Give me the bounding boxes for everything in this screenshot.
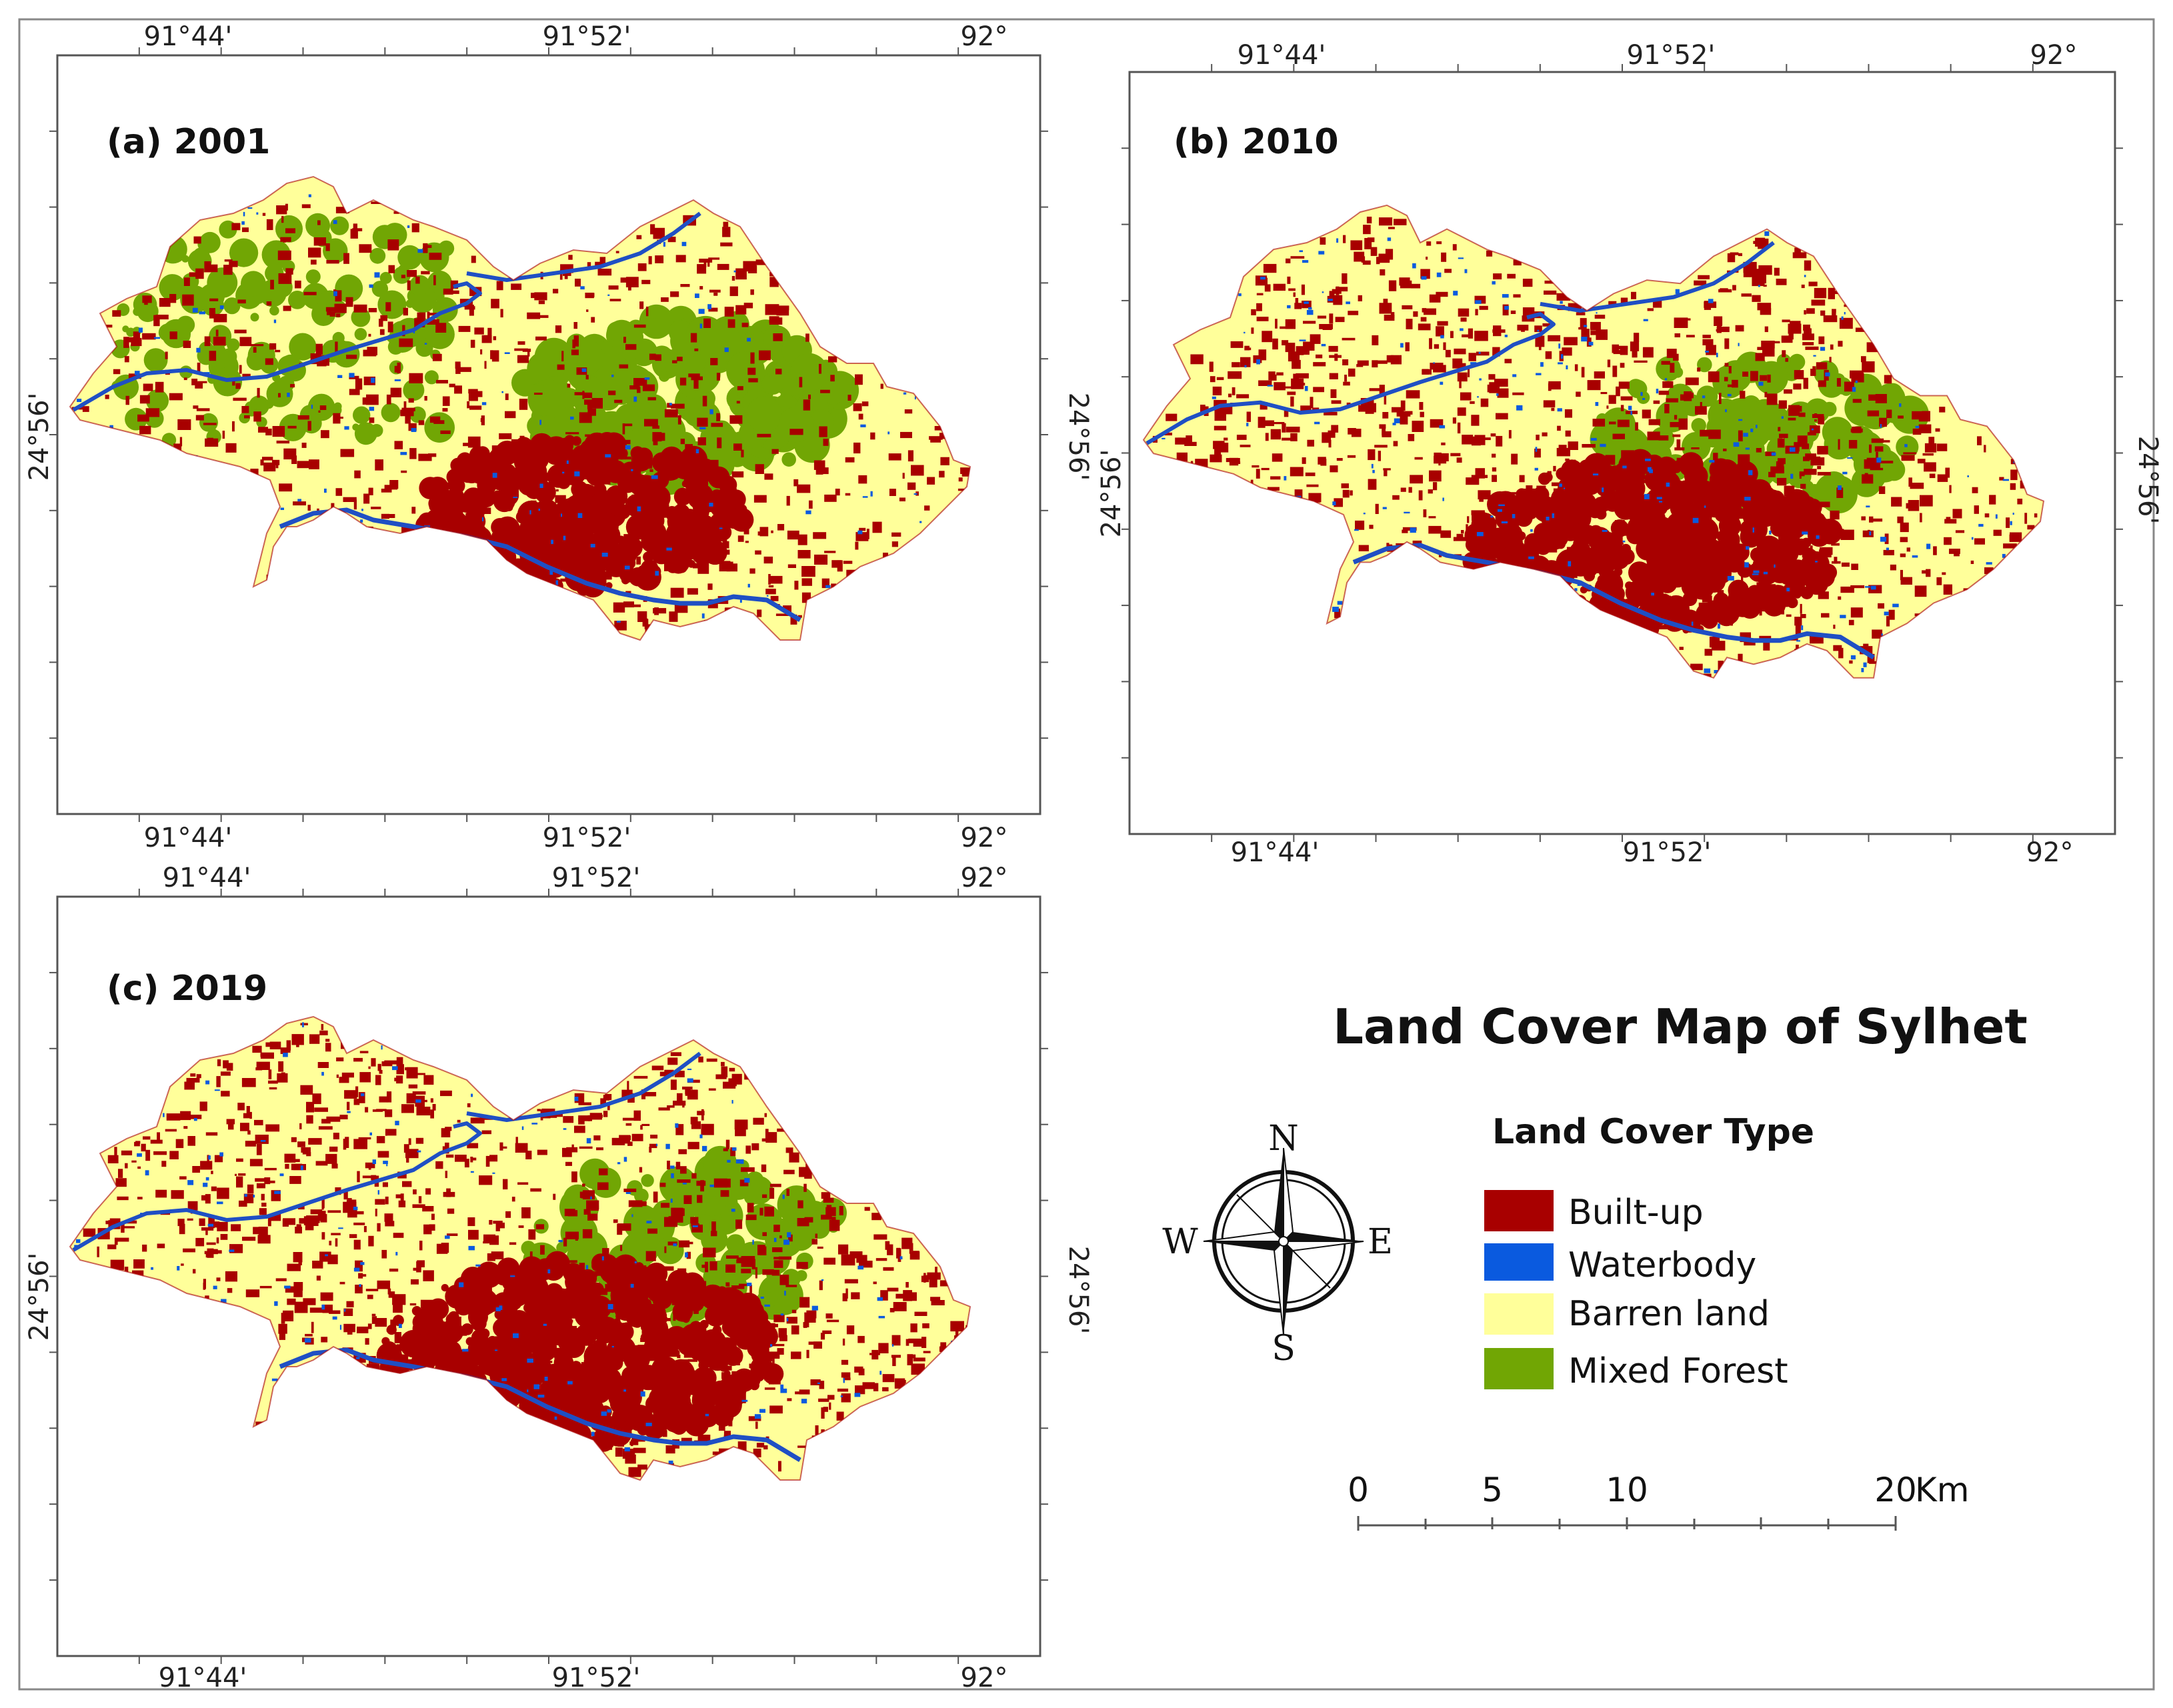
compass-rose-icon bbox=[1203, 1147, 1364, 1335]
river-line bbox=[1540, 241, 1775, 313]
compass-east-label: E bbox=[1368, 1222, 1393, 1262]
map-panel-2001: 91°44' 91°52' 92° 91°44' 91°52' 92° 24°5… bbox=[24, 21, 1094, 853]
map-panel-2010: 91°44' 91°52' 92° 91°44' 91°52' 92° 24°5… bbox=[1096, 40, 2163, 868]
lon-label-bottom-3: 92° bbox=[961, 1663, 1008, 1693]
legend-swatch-barren bbox=[1484, 1293, 1554, 1335]
legend-swatch-forest bbox=[1484, 1348, 1554, 1389]
map-title: (b) 2010 bbox=[1174, 122, 1339, 162]
waterbody-patches bbox=[77, 194, 922, 623]
lon-label-bottom-2: 91°52' bbox=[1623, 837, 1712, 868]
legend-label-forest: Mixed Forest bbox=[1568, 1351, 1788, 1391]
scale-label-10: 10 bbox=[1606, 1471, 1648, 1509]
lon-label-bottom-2: 91°52' bbox=[543, 823, 631, 853]
scale-unit: Km bbox=[1915, 1471, 1970, 1509]
lon-label-bottom-1: 91°44' bbox=[1231, 837, 1320, 868]
lon-label-top-1: 91°44' bbox=[144, 21, 233, 52]
lon-label-top-2: 91°52' bbox=[543, 21, 631, 52]
main-title: Land Cover Map of Sylhet bbox=[1333, 999, 2028, 1055]
legend-label-waterbody: Waterbody bbox=[1568, 1245, 1756, 1285]
figure-border bbox=[18, 18, 2155, 1691]
lat-label-right: 24°56' bbox=[1063, 1246, 1094, 1335]
river-line bbox=[466, 1051, 701, 1122]
compass-south-label: S bbox=[1272, 1329, 1296, 1369]
map-title: (a) 2001 bbox=[107, 122, 270, 162]
landcover-region bbox=[1142, 204, 2045, 679]
lon-label-bottom-3: 92° bbox=[961, 823, 1008, 853]
river-line bbox=[1352, 543, 1875, 660]
compass-north-label: N bbox=[1268, 1119, 1299, 1159]
lat-label-right: 24°56' bbox=[1063, 393, 1094, 481]
lat-label-left: 24°56' bbox=[24, 1253, 55, 1341]
river-line bbox=[279, 1347, 801, 1463]
lon-label-bottom-1: 91°44' bbox=[144, 823, 233, 853]
map-title: (c) 2019 bbox=[107, 969, 267, 1009]
legend-label-builtup: Built-up bbox=[1568, 1193, 1704, 1233]
map-ticks bbox=[49, 47, 1048, 822]
legend: Land Cover Type Built-up Waterbody Barre… bbox=[1484, 1112, 1814, 1391]
waterbody-patches bbox=[1162, 231, 2018, 673]
lon-label-top-1: 91°44' bbox=[163, 863, 251, 893]
builtup-patches bbox=[71, 201, 970, 636]
lon-label-top-2: 91°52' bbox=[1627, 40, 1716, 71]
scale-label-5: 5 bbox=[1482, 1471, 1503, 1509]
lon-label-bottom-3: 92° bbox=[2026, 837, 2074, 868]
lon-label-top-2: 91°52' bbox=[552, 863, 641, 893]
lat-label-left: 24°56' bbox=[24, 393, 55, 481]
lat-label-right: 24°56' bbox=[2132, 436, 2163, 525]
legend-title: Land Cover Type bbox=[1492, 1112, 1814, 1152]
map-panel-2019: 91°44' 91°52' 92° 91°44' 91°52' 92° 24°5… bbox=[24, 863, 1094, 1693]
lon-label-bottom-1: 91°44' bbox=[159, 1663, 247, 1693]
waterbody-patches bbox=[74, 1022, 957, 1465]
builtup-patches bbox=[1152, 217, 2038, 678]
river-line bbox=[72, 281, 482, 412]
lat-label-left: 24°56' bbox=[1096, 449, 1127, 538]
lon-label-top-3: 92° bbox=[961, 863, 1008, 893]
map-ticks bbox=[49, 889, 1048, 1664]
scale-label-0: 0 bbox=[1348, 1471, 1369, 1509]
scale-label-20: 20 bbox=[1874, 1471, 1917, 1509]
legend-swatch-builtup bbox=[1484, 1190, 1554, 1231]
river-line bbox=[279, 507, 801, 623]
compass-west-label: W bbox=[1162, 1222, 1198, 1262]
river-line bbox=[1146, 312, 1556, 445]
lon-label-top-3: 92° bbox=[961, 21, 1008, 52]
lon-label-top-1: 91°44' bbox=[1238, 40, 1326, 71]
river-line bbox=[72, 1121, 482, 1252]
landcover-region bbox=[69, 175, 971, 641]
scale-bar: 0 5 10 20 Km bbox=[1348, 1471, 1970, 1531]
map-ticks bbox=[1122, 64, 2123, 842]
lon-label-top-3: 92° bbox=[2030, 40, 2078, 71]
legend-label-barren: Barren land bbox=[1568, 1294, 1770, 1334]
lon-label-bottom-2: 91°52' bbox=[552, 1663, 641, 1693]
legend-swatch-waterbody bbox=[1484, 1243, 1554, 1281]
river-line bbox=[466, 211, 701, 282]
